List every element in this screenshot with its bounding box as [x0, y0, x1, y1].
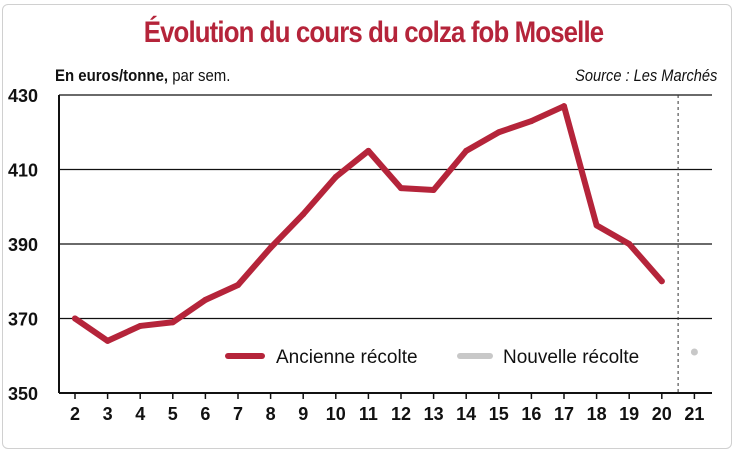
y-tick-390: 390 — [8, 235, 38, 255]
data-point-11 — [365, 147, 372, 154]
y-tick-410: 410 — [8, 161, 38, 181]
x-tick-16: 16 — [521, 404, 541, 424]
data-point-6 — [202, 296, 209, 303]
x-tick-20: 20 — [652, 404, 672, 424]
data-point-10 — [332, 173, 339, 180]
x-tick-5: 5 — [168, 404, 178, 424]
data-point-2 — [72, 315, 78, 322]
x-tick-10: 10 — [326, 404, 346, 424]
x-tick-14: 14 — [456, 404, 476, 424]
y-unit-rest: par sem. — [168, 66, 231, 85]
data-point-15 — [495, 129, 502, 136]
x-tick-9: 9 — [298, 404, 308, 424]
legend-label-ancienne: Ancienne récolte — [276, 347, 418, 368]
x-tick-19: 19 — [619, 404, 639, 424]
data-point-20 — [658, 278, 665, 285]
data-point-4 — [137, 322, 144, 329]
x-tick-12: 12 — [391, 404, 411, 424]
x-tick-3: 3 — [103, 404, 113, 424]
chart-frame — [2, 4, 732, 449]
x-tick-18: 18 — [587, 404, 607, 424]
data-point-8 — [267, 244, 274, 251]
legend-label-nouvelle: Nouvelle récolte — [503, 347, 639, 368]
data-point-9 — [300, 211, 307, 218]
data-point-13 — [430, 186, 437, 193]
x-tick-15: 15 — [489, 404, 509, 424]
x-tick-6: 6 — [200, 404, 210, 424]
data-point-12 — [398, 185, 404, 192]
x-tick-11: 11 — [359, 404, 378, 424]
new-harvest-point-21 — [690, 348, 698, 356]
x-tick-8: 8 — [266, 404, 276, 424]
x-tick-21: 21 — [684, 404, 704, 424]
data-point-19 — [626, 241, 633, 247]
x-tick-7: 7 — [233, 404, 243, 424]
data-point-7 — [235, 281, 241, 288]
data-point-3 — [104, 337, 111, 344]
x-tick-2: 2 — [70, 404, 80, 424]
series-line-0 — [72, 103, 665, 344]
data-point-14 — [463, 147, 470, 154]
x-tick-17: 17 — [554, 404, 574, 424]
x-tick-13: 13 — [424, 404, 444, 424]
y-unit-bold: En euros/tonne, — [55, 66, 169, 85]
chart-title: Évolution du cours du colza fob Moselle — [143, 16, 604, 49]
source-label: Source : Les Marchés — [574, 66, 717, 85]
x-tick-4: 4 — [135, 404, 145, 424]
data-point-16 — [528, 118, 535, 125]
y-unit-label: En euros/tonne, par sem. — [55, 66, 230, 86]
y-tick-350: 350 — [8, 384, 38, 404]
data-point-5 — [169, 319, 176, 326]
y-tick-430: 430 — [8, 86, 38, 106]
data-point-18 — [593, 222, 600, 229]
data-point-17 — [561, 103, 567, 110]
y-tick-370: 370 — [8, 310, 38, 330]
